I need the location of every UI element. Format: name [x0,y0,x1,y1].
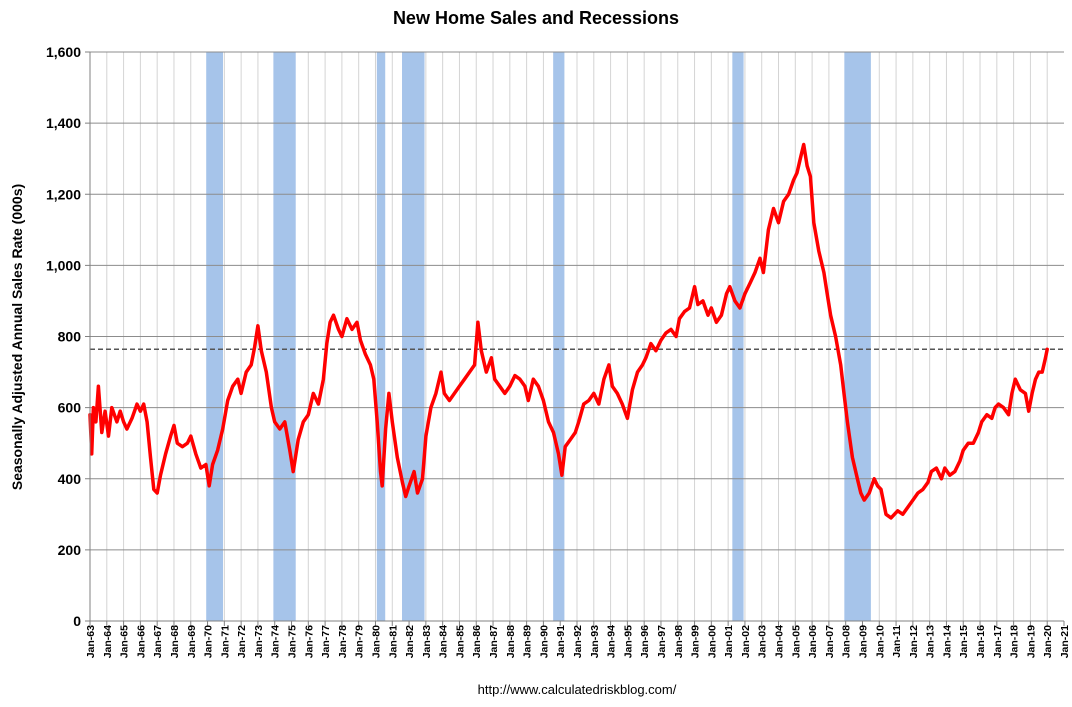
y-tick-label: 200 [58,542,82,558]
x-tick-label: Jan-85 [454,625,466,658]
x-tick-label: Jan-68 [169,625,181,658]
x-tick-label: Jan-90 [538,625,550,658]
x-tick-label: Jan-05 [790,625,802,658]
x-tick-label: Jan-71 [219,625,231,658]
x-tick-label: Jan-92 [572,625,584,658]
x-tick-label: Jan-78 [337,625,349,658]
x-tick-label: Jan-95 [622,625,634,658]
x-tick-label: Jan-18 [1009,625,1021,658]
x-tick-label: Jan-12 [908,625,920,658]
source-url: http://www.calculatedriskblog.com/ [478,682,677,697]
x-tick-label: Jan-11 [891,625,903,658]
x-tick-label: Jan-13 [925,625,937,658]
x-tick-label: Jan-99 [690,625,702,658]
x-tick-label: Jan-04 [774,625,786,658]
x-tick-label: Jan-08 [841,625,853,658]
x-tick-label: Jan-84 [438,625,450,658]
x-axis: Jan-63 Jan-64 Jan-65 Jan-66 Jan-67 Jan-68 Jan-… [85,620,1071,658]
y-axis-label: Seasonally Adjusted Annual Sales Rate (0… [9,184,25,490]
x-tick-label: Jan-79 [354,625,366,658]
x-tick-label: Jan-67 [152,625,164,658]
x-tick-label: Jan-80 [370,625,382,658]
x-tick-label: Jan-81 [387,625,399,658]
x-tick-label: Jan-66 [135,625,147,658]
x-tick-label: Jan-94 [606,625,618,658]
y-tick-label: 1,200 [46,186,81,202]
y-tick-label: 0 [73,613,81,629]
y-axis: 0 200 400 600 800 1,000 1,200 1,400 1,600 [46,44,91,629]
x-tick-label: Jan-06 [807,625,819,658]
x-tick-label: Jan-69 [186,625,198,658]
x-tick-label: Jan-03 [757,625,769,658]
x-tick-label: Jan-09 [857,625,869,658]
x-tick-label: Jan-91 [555,625,567,658]
x-tick-label: Jan-63 [85,625,97,658]
x-tick-label: Jan-02 [740,625,752,658]
x-tick-label: Jan-16 [975,625,987,658]
x-tick-label: Jan-89 [522,625,534,658]
x-tick-label: Jan-19 [1025,625,1037,658]
x-tick-label: Jan-74 [270,625,282,658]
x-tick-label: Jan-96 [639,625,651,658]
x-tick-label: Jan-17 [992,625,1004,658]
x-tick-label: Jan-10 [874,625,886,658]
x-tick-label: Jan-93 [589,625,601,658]
chart-title: New Home Sales and Recessions [393,8,679,28]
x-tick-label: Jan-14 [941,625,953,658]
x-tick-label: Jan-20 [1042,625,1054,658]
x-tick-label: Jan-88 [505,625,517,658]
x-tick-label: Jan-70 [203,625,215,658]
x-tick-label: Jan-21 [1059,625,1071,658]
y-tick-label: 400 [58,471,82,487]
x-tick-label: Jan-75 [287,625,299,658]
y-tick-label: 1,400 [46,115,81,131]
series-line-new-home-sales [88,142,1049,520]
x-tick-label: Jan-65 [119,625,131,658]
x-tick-label: Jan-86 [471,625,483,658]
x-tick-label: Jan-01 [723,625,735,658]
y-tick-label: 800 [58,329,82,345]
x-tick-label: Jan-87 [488,625,500,658]
x-tick-label: Jan-72 [236,625,248,658]
series-group [88,142,1049,520]
x-tick-label: Jan-73 [253,625,265,658]
x-tick-label: Jan-00 [706,625,718,658]
x-tick-label: Jan-83 [421,625,433,658]
x-tick-label: Jan-97 [656,625,668,658]
y-tick-label: 1,600 [46,44,81,60]
x-tick-label: Jan-82 [404,625,416,658]
horizontal-gridlines [90,51,1064,551]
x-tick-label: Jan-98 [673,625,685,658]
y-tick-label: 600 [58,400,82,416]
y-tick-label: 1,000 [46,257,81,273]
x-tick-label: Jan-77 [320,625,332,658]
x-tick-label: Jan-07 [824,625,836,658]
x-tick-label: Jan-15 [958,625,970,658]
x-tick-label: Jan-76 [303,625,315,658]
x-tick-label: Jan-64 [102,625,114,658]
